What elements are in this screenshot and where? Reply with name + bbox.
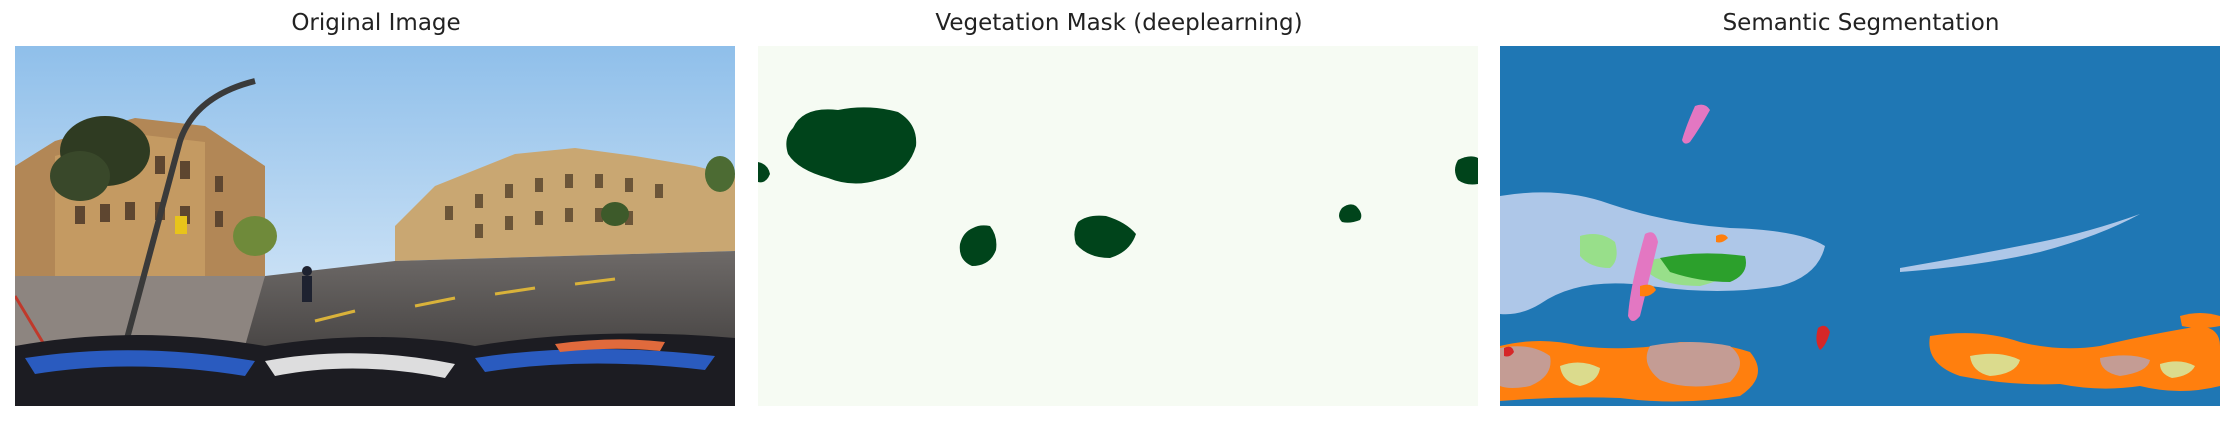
vegetation-mask-image	[758, 46, 1478, 406]
vegetation-blob	[1455, 156, 1478, 185]
semantic-segmentation-panel: Semantic Segmentation	[1500, 0, 2222, 421]
original-image-title: Original Image	[291, 10, 461, 36]
vegetation-blob	[758, 162, 770, 183]
semantic-segmentation	[1500, 46, 2220, 406]
vegetation-blob	[959, 225, 997, 266]
vegetation-mask-panel: Vegetation Mask (deeplearning)	[758, 0, 1480, 421]
vegetation-blob	[1339, 204, 1362, 223]
original-image	[15, 46, 735, 406]
vegetation-blob	[1074, 215, 1136, 258]
vegetation-mask	[758, 46, 1478, 406]
vegetation-blob	[786, 107, 917, 184]
semantic-segmentation-title: Semantic Segmentation	[1722, 10, 2000, 36]
street-panorama-photo	[15, 46, 735, 406]
vegetation-mask-title: Vegetation Mask (deeplearning)	[935, 10, 1303, 36]
segmentation-map-image	[1500, 46, 2220, 406]
original-image-panel: Original Image	[15, 0, 737, 421]
